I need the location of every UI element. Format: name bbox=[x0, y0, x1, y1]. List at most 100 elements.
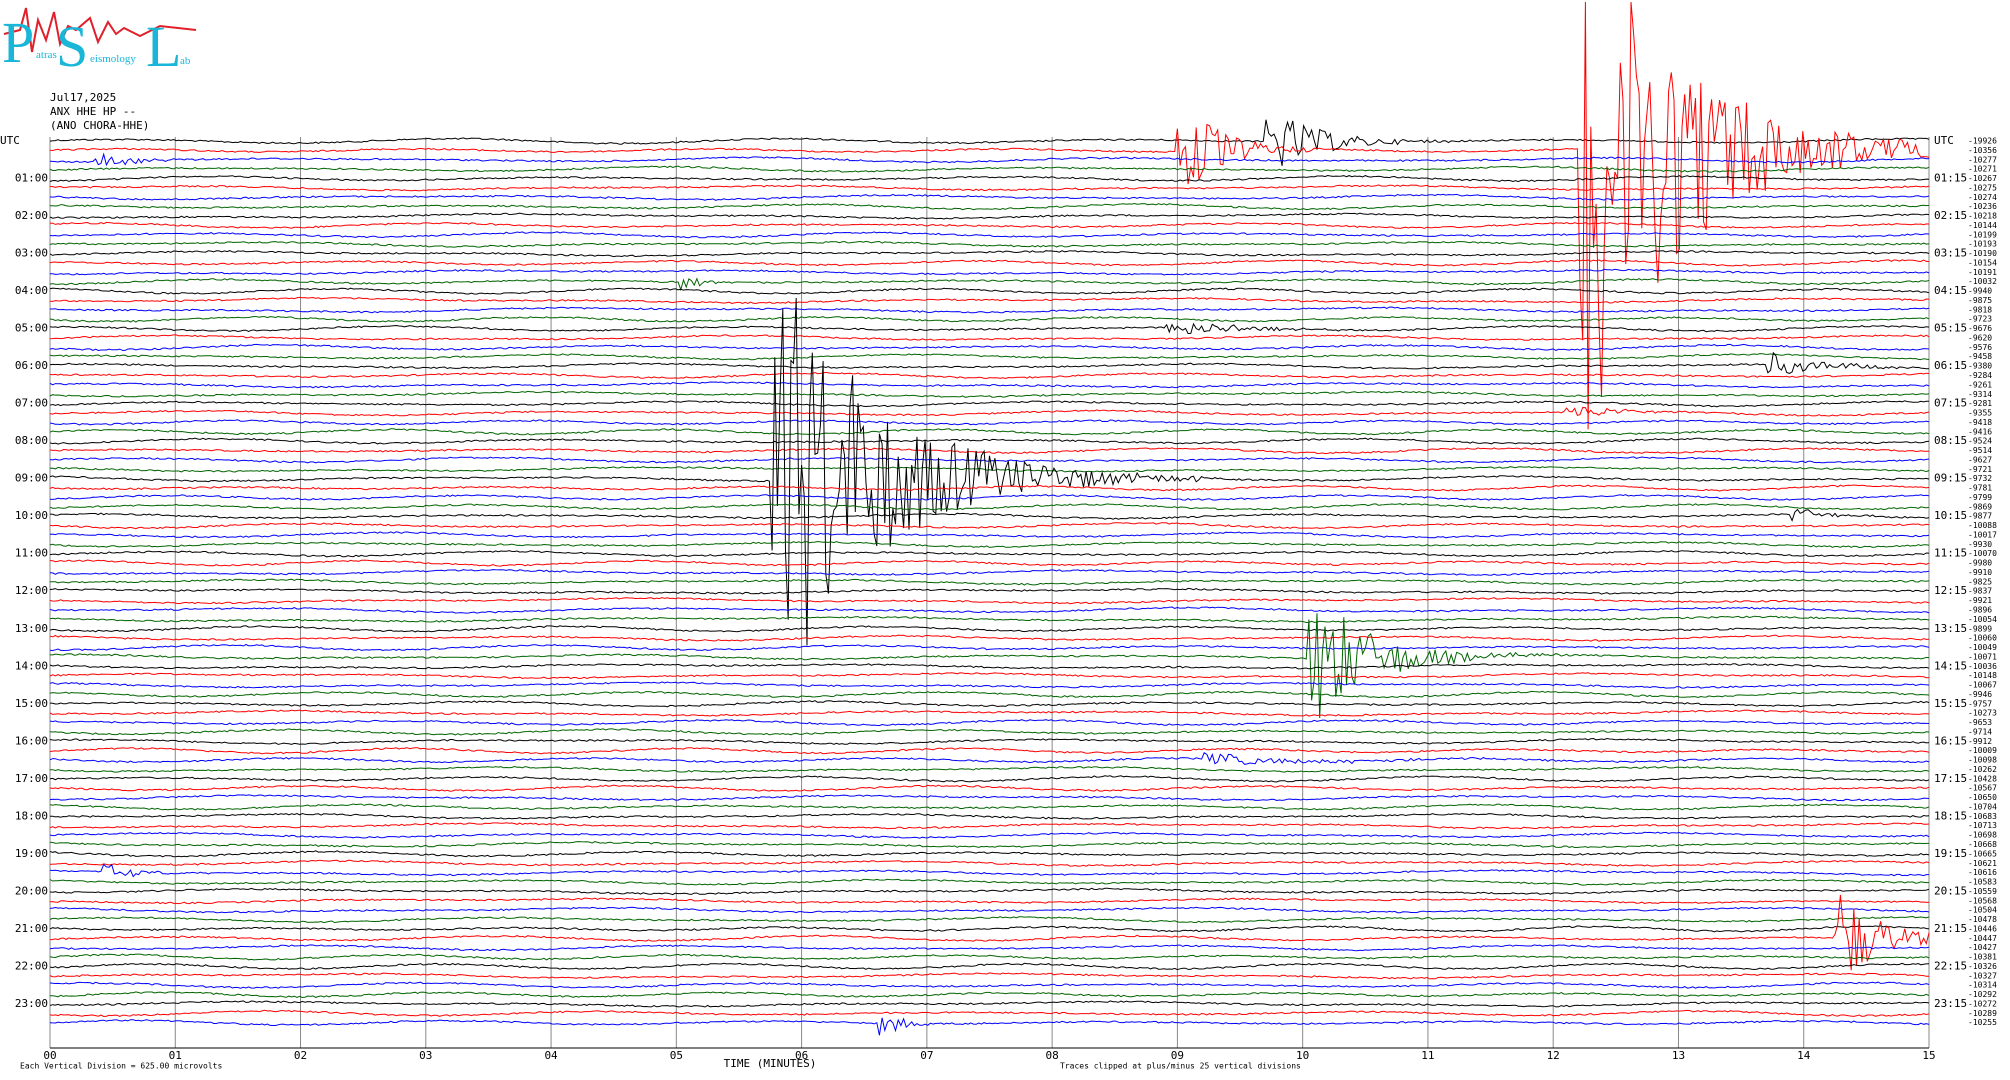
trace bbox=[49, 212, 1930, 220]
hour-label-right: 01:15 bbox=[1934, 172, 1967, 185]
row-offset: -9781 bbox=[1968, 484, 1992, 493]
trace bbox=[49, 381, 1930, 389]
trace bbox=[49, 447, 1929, 455]
x-tick-label: 03 bbox=[419, 1049, 432, 1062]
trace bbox=[49, 709, 1930, 717]
trace bbox=[49, 981, 1930, 989]
trace bbox=[49, 522, 1930, 530]
row-offset: -9910 bbox=[1968, 568, 1992, 577]
hour-label-right: 05:15 bbox=[1934, 322, 1967, 335]
row-offset: -10148 bbox=[1968, 671, 1997, 680]
trace bbox=[49, 174, 1930, 183]
row-offset: -9946 bbox=[1968, 690, 1992, 699]
trace bbox=[49, 944, 1930, 952]
row-offset: -10478 bbox=[1968, 915, 1997, 924]
trace bbox=[49, 625, 1930, 633]
x-tick-label: 00 bbox=[43, 1049, 56, 1062]
trace bbox=[49, 569, 1930, 576]
row-offset: -9877 bbox=[1968, 512, 1992, 521]
trace bbox=[49, 390, 1930, 398]
trace bbox=[49, 719, 1930, 727]
hour-label-right: 12:15 bbox=[1934, 584, 1967, 597]
trace bbox=[49, 906, 1930, 914]
row-offset: -9458 bbox=[1968, 352, 1992, 361]
row-offset: -10568 bbox=[1968, 896, 1997, 905]
hour-label: 07:00 bbox=[15, 397, 48, 410]
x-tick-label: 06 bbox=[795, 1049, 808, 1062]
row-offset: -10262 bbox=[1968, 765, 1997, 774]
row-offset: -10356 bbox=[1968, 146, 1997, 155]
hour-label: 19:00 bbox=[15, 847, 48, 860]
x-tick-label: 05 bbox=[670, 1049, 683, 1062]
hour-label: 09:00 bbox=[15, 472, 48, 485]
row-offset: -10049 bbox=[1968, 643, 1997, 652]
logo-letter: L bbox=[146, 14, 181, 79]
station: ANX HHE HP -- bbox=[50, 105, 136, 118]
trace bbox=[49, 296, 1930, 305]
trace bbox=[49, 152, 1930, 167]
row-offset: -9418 bbox=[1968, 418, 1992, 427]
row-offset: -9380 bbox=[1968, 362, 1992, 371]
trace bbox=[49, 672, 1930, 680]
trace bbox=[49, 465, 1930, 473]
row-offset: -10009 bbox=[1968, 746, 1997, 755]
row-offset: -9837 bbox=[1968, 587, 1992, 596]
row-offset: -9314 bbox=[1968, 390, 1992, 399]
trace bbox=[49, 353, 1930, 361]
trace bbox=[49, 803, 1930, 811]
hour-label: 16:00 bbox=[15, 734, 48, 747]
trace bbox=[49, 972, 1929, 980]
row-offset: -9930 bbox=[1968, 540, 1992, 549]
logo-letter: S bbox=[56, 14, 88, 79]
logo: P atras S eismology L ab bbox=[2, 7, 197, 79]
hour-label-right: 15:15 bbox=[1934, 697, 1967, 710]
row-offset: -9676 bbox=[1968, 324, 1992, 333]
row-offset: -9653 bbox=[1968, 718, 1992, 727]
row-offset: -10289 bbox=[1968, 1009, 1997, 1018]
trace bbox=[49, 606, 1930, 614]
logo-wave bbox=[3, 7, 197, 53]
trace bbox=[49, 863, 1929, 878]
trace bbox=[49, 634, 1930, 642]
row-offset: -10218 bbox=[1968, 212, 1997, 221]
hour-label-right: 02:15 bbox=[1934, 209, 1967, 222]
trace bbox=[49, 897, 1930, 905]
hour-label: 10:00 bbox=[15, 509, 48, 522]
x-tick-label: 11 bbox=[1421, 1049, 1434, 1062]
row-offset: -9799 bbox=[1968, 493, 1992, 502]
row-offset: -10017 bbox=[1968, 530, 1997, 539]
trace bbox=[49, 531, 1930, 539]
trace bbox=[49, 831, 1930, 839]
trace bbox=[49, 184, 1930, 192]
row-offset: -10567 bbox=[1968, 784, 1997, 793]
row-offset: -9875 bbox=[1968, 296, 1992, 305]
row-offset: -9921 bbox=[1968, 596, 1992, 605]
row-offset: -9723 bbox=[1968, 315, 1992, 324]
hour-label: UTC bbox=[0, 134, 20, 147]
row-offset: -9757 bbox=[1968, 699, 1992, 708]
trace bbox=[49, 334, 1930, 341]
row-offset: -10704 bbox=[1968, 802, 1997, 811]
trace bbox=[50, 306, 1930, 314]
trace bbox=[49, 119, 1930, 166]
row-offset: -10190 bbox=[1968, 249, 1997, 258]
row-offset: -10271 bbox=[1968, 165, 1997, 174]
trace bbox=[49, 850, 1930, 858]
hour-label-right: 20:15 bbox=[1934, 884, 1967, 897]
x-tick-label: 02 bbox=[294, 1049, 307, 1062]
trace bbox=[49, 503, 1930, 511]
row-offset: -10314 bbox=[1968, 981, 1997, 990]
row-offset: -10193 bbox=[1968, 240, 1997, 249]
hour-label-right: 22:15 bbox=[1934, 959, 1967, 972]
trace bbox=[49, 784, 1930, 792]
x-tick-label: 12 bbox=[1547, 1049, 1560, 1062]
trace bbox=[49, 690, 1930, 699]
trace bbox=[49, 540, 1930, 549]
hour-label: 17:00 bbox=[15, 772, 48, 785]
hour-label: 06:00 bbox=[15, 359, 48, 372]
x-tick-label: 15 bbox=[1922, 1049, 1935, 1062]
row-offset: -10713 bbox=[1968, 821, 1997, 830]
trace bbox=[49, 894, 1930, 971]
row-offset: -9524 bbox=[1968, 437, 1992, 446]
trace bbox=[49, 221, 1930, 229]
